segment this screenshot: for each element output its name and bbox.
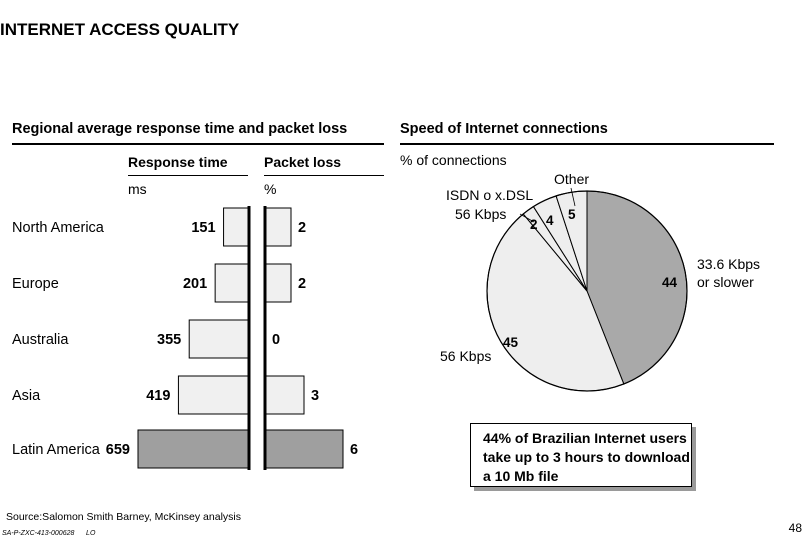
pie-label-slow-line1: 33.6 Kbps bbox=[697, 256, 760, 272]
region-label-australia: Australia bbox=[12, 332, 69, 348]
packet-loss-value-australia: 0 bbox=[272, 332, 280, 348]
pie-value-isdn: 2 bbox=[530, 217, 538, 232]
packet-loss-header: Packet loss bbox=[264, 154, 342, 170]
pie-label-56kbps: 56 Kbps bbox=[440, 348, 491, 364]
packet-loss-unit: % bbox=[264, 181, 277, 197]
page-number: 48 bbox=[788, 521, 802, 535]
packet-loss-rule bbox=[264, 175, 384, 176]
packet-loss-bar-europe bbox=[264, 263, 292, 303]
response-time-unit: ms bbox=[128, 181, 147, 197]
response-time-bar-north-america bbox=[223, 207, 250, 247]
connections-unit: % of connections bbox=[400, 152, 507, 168]
pie-value-56kbps: 45 bbox=[503, 335, 519, 350]
page-title: INTERNET ACCESS QUALITY bbox=[0, 20, 240, 39]
region-label-north-america: North America bbox=[12, 220, 105, 236]
pie-label-isdn-line2: 56 Kbps bbox=[455, 206, 506, 222]
packet-loss-value-north-america: 2 bbox=[298, 220, 306, 236]
region-label-europe: Europe bbox=[12, 276, 59, 292]
footer-tag: LO bbox=[86, 530, 96, 537]
right-heading-rule bbox=[400, 143, 774, 145]
pie-label-slow-line2: or slower bbox=[697, 274, 754, 290]
pie-label-other: Other bbox=[554, 171, 589, 187]
response-time-rule bbox=[128, 175, 248, 176]
response-time-value-north-america: 151 bbox=[191, 220, 215, 236]
pie-outline bbox=[486, 190, 688, 392]
packet-loss-bar-north-america bbox=[264, 207, 292, 247]
right-section-heading: Speed of Internet connections bbox=[400, 121, 608, 137]
footer-code-text: SA-P-ZXC-413-000628 bbox=[2, 530, 75, 537]
response-time-value-asia: 419 bbox=[146, 388, 170, 404]
pie-value-other: 5 bbox=[568, 207, 576, 222]
response-time-bar-latin-america bbox=[137, 429, 250, 469]
left-heading-rule bbox=[12, 143, 384, 145]
response-time-value-europe: 201 bbox=[183, 276, 207, 292]
packet-loss-bar-latin-america bbox=[264, 429, 344, 469]
pie-label-isdn-line1: ISDN o x.DSL bbox=[446, 187, 533, 203]
region-label-latin-america: Latin America bbox=[12, 442, 101, 458]
response-time-bar-asia bbox=[177, 375, 250, 415]
source-note: Source:Salomon Smith Barney, McKinsey an… bbox=[6, 511, 241, 523]
footer-code: SA-P-ZXC-413-000628 LO bbox=[2, 530, 95, 537]
response-time-header: Response time bbox=[128, 154, 228, 170]
response-time-bar-australia bbox=[188, 319, 250, 359]
pie-value-small: 4 bbox=[546, 213, 554, 228]
pie-leader-isdn bbox=[519, 213, 535, 223]
response-time-value-latin-america: 659 bbox=[106, 442, 130, 458]
response-time-value-australia: 355 bbox=[157, 332, 181, 348]
pie-value-slow: 44 bbox=[662, 275, 678, 290]
pie-leader-other bbox=[570, 187, 576, 207]
packet-loss-bar-asia bbox=[264, 375, 305, 415]
response-time-bar-europe bbox=[214, 263, 250, 303]
packet-loss-value-asia: 3 bbox=[311, 388, 319, 404]
packet-loss-value-europe: 2 bbox=[298, 276, 306, 292]
packet-loss-value-latin-america: 6 bbox=[350, 442, 358, 458]
callout-box: 44% of Brazilian Internet users take up … bbox=[470, 423, 692, 487]
region-label-asia: Asia bbox=[12, 388, 41, 404]
left-section-heading: Regional average response time and packe… bbox=[12, 121, 348, 137]
